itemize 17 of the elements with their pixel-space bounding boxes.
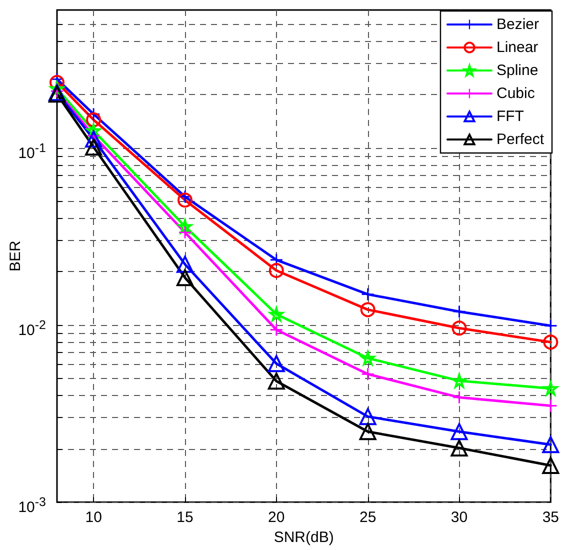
x-tick-label: 10 — [85, 509, 102, 526]
y-tick-label: 10$^{-2}$ — [18, 316, 46, 340]
x-tick-label: 20 — [268, 509, 285, 526]
x-tick-label: 15 — [176, 509, 194, 526]
x-axis-title: SNR(dB) — [274, 529, 334, 546]
y-axis-title: BER — [7, 240, 24, 272]
y-tick-label: 10$^{-1}$ — [18, 140, 46, 163]
y-tick-label: 10$^{-3}$ — [18, 494, 46, 518]
x-tick-label: 25 — [359, 509, 376, 526]
x-tick-label: 35 — [542, 509, 559, 526]
legend-label: Bezier — [496, 16, 540, 33]
legend-label: Spline — [496, 62, 538, 79]
legend-label: Cubic — [496, 85, 536, 102]
legend-label: Linear — [496, 39, 538, 56]
legend-label: FFT — [496, 108, 524, 125]
x-tick-label: 30 — [450, 509, 468, 526]
legend-label: Perfect — [496, 131, 545, 148]
